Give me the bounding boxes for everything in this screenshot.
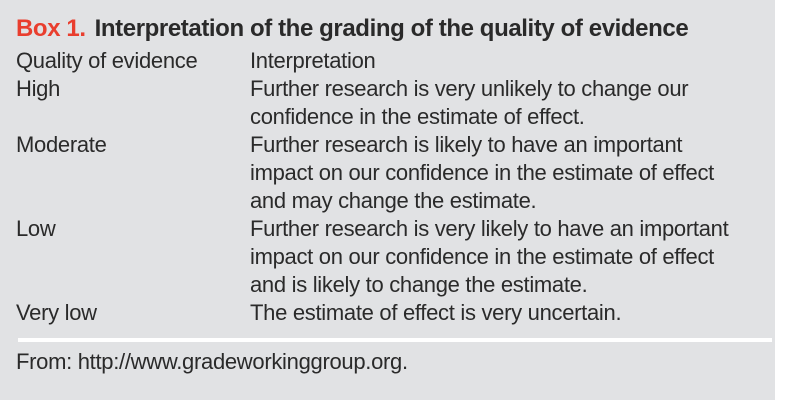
evidence-box: Box 1. Interpretation of the grading of t… [0,0,775,400]
table-row-very-low: Very low The estimate of effect is very … [16,299,775,327]
grade-table: Quality of evidence Interpretation High … [16,47,775,327]
interpretation-line: impact on our confidence in the estimate… [250,160,714,185]
table-row-low: Low Further research is very likely to h… [16,215,775,299]
interpretation-cell: Further research is likely to have an im… [250,131,775,215]
table-row-high: High Further research is very unlikely t… [16,75,775,131]
interpretation-cell: Further research is very unlikely to cha… [250,75,775,131]
interpretation-line: Further research is very likely to have … [250,216,729,241]
box-heading: Interpretation of the grading of the qua… [94,15,689,42]
interpretation-line: Further research is very unlikely to cha… [250,76,689,101]
grade-cell: High [16,76,61,101]
grade-cell: Very low [16,300,97,325]
interpretation-line: The estimate of effect is very uncertain… [250,300,622,325]
divider-rule [18,338,772,342]
box-label: Box 1. [16,15,86,42]
column-header-quality: Quality of evidence [16,48,198,73]
grade-cell: Low [16,216,56,241]
interpretation-line: impact on our confidence in the estimate… [250,244,714,269]
interpretation-line: and is likely to change the estimate. [250,272,588,297]
grade-cell: Moderate [16,132,107,157]
box-title: Box 1. Interpretation of the grading of t… [16,14,775,44]
source-line: From: http://www.gradeworkinggroup.org. [16,349,408,374]
interpretation-cell: The estimate of effect is very uncertain… [250,299,775,327]
table-row-moderate: Moderate Further research is likely to h… [16,131,775,215]
interpretation-cell: Further research is very likely to have … [250,215,775,299]
table-header-row: Quality of evidence Interpretation [16,47,775,75]
column-header-interpretation: Interpretation [250,48,376,73]
interpretation-line: confidence in the estimate of effect. [250,104,585,129]
interpretation-line: Further research is likely to have an im… [250,132,683,157]
interpretation-line: and may change the estimate. [250,188,537,213]
